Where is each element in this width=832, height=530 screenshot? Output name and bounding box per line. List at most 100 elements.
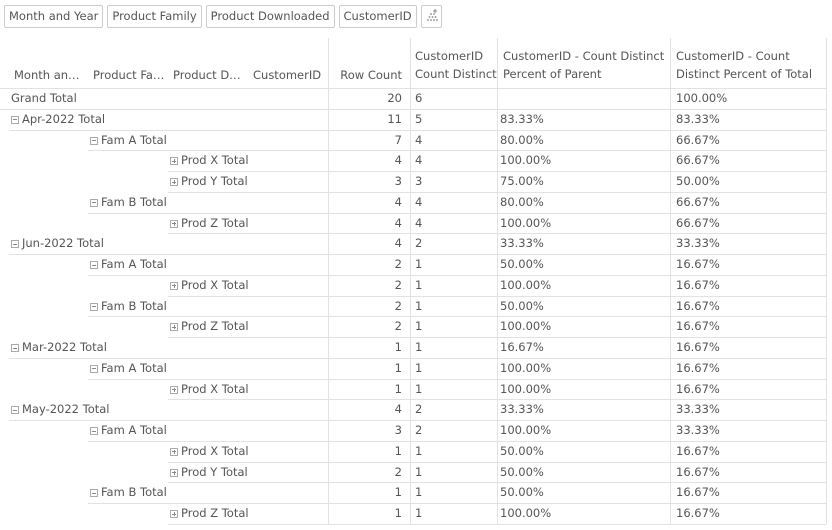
column-divider: [328, 337, 329, 358]
row-label: Grand Total: [11, 91, 77, 105]
expand-toggle[interactable]: [170, 385, 178, 394]
collapse-toggle[interactable]: [90, 302, 98, 311]
count-distinct: 4: [415, 132, 423, 147]
collapse-toggle[interactable]: [11, 406, 19, 415]
expand-toggle[interactable]: [170, 447, 178, 456]
count-distinct: 4: [415, 153, 423, 168]
row-count: 2: [394, 277, 402, 292]
column-header[interactable]: Month an…: [14, 68, 80, 82]
percent-of-parent: 50.00%: [500, 464, 544, 479]
percent-of-total: 33.33%: [676, 236, 720, 251]
collapse-toggle[interactable]: [90, 198, 98, 207]
percent-of-parent: 50.00%: [500, 443, 544, 458]
column-header[interactable]: Product Fa…: [93, 68, 165, 82]
column-divider: [328, 420, 329, 441]
row-count: 1: [394, 381, 402, 396]
column-header[interactable]: CustomerID Count Distinct: [415, 49, 497, 81]
percent-of-parent: 100.00%: [500, 319, 552, 334]
count-distinct: 1: [415, 360, 423, 375]
column-divider: [410, 254, 411, 275]
row-count: 1: [394, 360, 402, 375]
row-label: Fam A Total: [101, 132, 167, 147]
column-divider: [670, 212, 671, 234]
column-header[interactable]: Product D…: [173, 68, 241, 82]
column-divider: [670, 254, 671, 275]
percent-of-total: 16.67%: [676, 443, 720, 458]
column-divider: [826, 274, 827, 296]
row-label: Prod Y Total: [181, 464, 248, 479]
column-divider: [670, 337, 671, 358]
row-divider: [0, 108, 826, 110]
column-divider: [328, 88, 329, 109]
filter-chip[interactable]: Product Family: [107, 5, 202, 28]
percent-of-total: 16.67%: [676, 381, 720, 396]
column-header[interactable]: CustomerID - Count Distinct Percent of P…: [503, 49, 665, 81]
count-distinct: 1: [415, 464, 423, 479]
row-divider: [88, 274, 826, 276]
column-header[interactable]: CustomerID - Count Distinct Percent of T…: [676, 49, 813, 81]
row-count: 4: [394, 402, 402, 417]
collapse-toggle[interactable]: [11, 115, 19, 124]
column-divider: [410, 38, 411, 88]
expand-toggle[interactable]: [170, 157, 178, 166]
row-divider: [88, 440, 826, 442]
column-divider: [410, 378, 411, 400]
column-divider: [497, 150, 498, 171]
filter-chip[interactable]: Month and Year: [4, 5, 104, 28]
column-divider: [670, 440, 671, 462]
expand-toggle[interactable]: [170, 281, 178, 290]
column-divider: [497, 254, 498, 275]
column-divider: [826, 316, 827, 337]
percent-of-total: 66.67%: [676, 194, 720, 209]
collapse-toggle[interactable]: [90, 136, 98, 145]
collapse-toggle[interactable]: [90, 427, 98, 435]
row-label: Prod Y Total: [181, 174, 248, 188]
row-count: 1: [394, 506, 402, 520]
percent-of-total: 100.00%: [676, 91, 728, 105]
column-divider: [670, 399, 671, 420]
column-divider: [826, 171, 827, 192]
row-count: 1: [394, 443, 402, 458]
column-divider: [670, 274, 671, 296]
column-divider: [497, 316, 498, 337]
row-count: 4: [394, 194, 402, 209]
percent-of-parent: 80.00%: [500, 132, 544, 147]
column-divider: [497, 295, 498, 317]
count-distinct: 3: [415, 174, 423, 188]
row-label: Prod X Total: [181, 381, 249, 396]
expand-toggle[interactable]: [170, 323, 178, 332]
count-distinct: 1: [415, 277, 423, 292]
column-header[interactable]: CustomerID: [253, 68, 322, 82]
column-divider: [826, 88, 827, 109]
column-header[interactable]: Row Count: [340, 68, 402, 82]
expand-toggle[interactable]: [170, 468, 178, 477]
column-divider: [328, 482, 329, 503]
column-divider: [497, 420, 498, 441]
percent-of-parent: 50.00%: [500, 298, 544, 313]
expand-toggle[interactable]: [170, 178, 178, 186]
row-label: Prod X Total: [181, 153, 249, 168]
column-divider: [826, 108, 827, 130]
column-divider: [328, 461, 329, 483]
percent-of-parent: 100.00%: [500, 153, 552, 168]
row-count: 1: [394, 485, 402, 500]
column-divider: [497, 191, 498, 213]
percent-of-parent: 100.00%: [500, 506, 552, 520]
column-divider: [826, 482, 827, 503]
percent-of-total: 66.67%: [676, 215, 720, 230]
column-divider: [410, 171, 411, 192]
collapse-toggle[interactable]: [90, 489, 98, 498]
column-divider: [328, 171, 329, 192]
collapse-toggle[interactable]: [11, 240, 19, 249]
collapse-toggle[interactable]: [11, 344, 19, 352]
collapse-toggle[interactable]: [90, 261, 98, 269]
filter-chip[interactable]: CustomerID: [338, 5, 417, 28]
collapse-toggle[interactable]: [90, 364, 98, 373]
expand-toggle[interactable]: [170, 219, 178, 228]
expand-toggle[interactable]: [170, 510, 178, 518]
percent-of-total: 16.67%: [676, 485, 720, 500]
filter-chip[interactable]: Product Downloaded: [205, 5, 335, 28]
column-divider: [410, 129, 411, 151]
add-filter-button[interactable]: [420, 5, 442, 28]
column-divider: [826, 212, 827, 234]
